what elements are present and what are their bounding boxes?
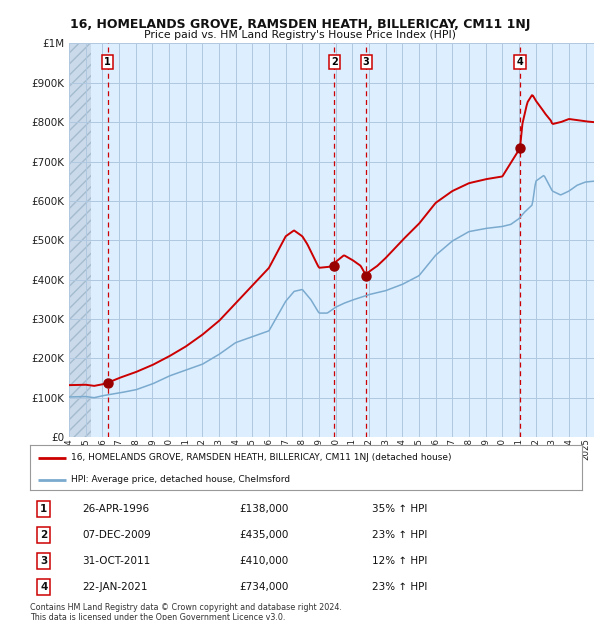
Text: Price paid vs. HM Land Registry's House Price Index (HPI): Price paid vs. HM Land Registry's House … xyxy=(144,30,456,40)
Text: Contains HM Land Registry data © Crown copyright and database right 2024.
This d: Contains HM Land Registry data © Crown c… xyxy=(30,603,342,620)
Text: 16, HOMELANDS GROVE, RAMSDEN HEATH, BILLERICAY, CM11 1NJ (detached house): 16, HOMELANDS GROVE, RAMSDEN HEATH, BILL… xyxy=(71,453,452,462)
Text: £138,000: £138,000 xyxy=(240,504,289,514)
Text: £734,000: £734,000 xyxy=(240,582,289,592)
Text: 16, HOMELANDS GROVE, RAMSDEN HEATH, BILLERICAY, CM11 1NJ: 16, HOMELANDS GROVE, RAMSDEN HEATH, BILL… xyxy=(70,18,530,31)
Text: £410,000: £410,000 xyxy=(240,556,289,566)
Text: £435,000: £435,000 xyxy=(240,530,289,540)
Text: 35% ↑ HPI: 35% ↑ HPI xyxy=(372,504,428,514)
Text: 3: 3 xyxy=(363,57,370,67)
Text: 23% ↑ HPI: 23% ↑ HPI xyxy=(372,582,428,592)
Text: 12% ↑ HPI: 12% ↑ HPI xyxy=(372,556,428,566)
Text: 07-DEC-2009: 07-DEC-2009 xyxy=(82,530,151,540)
Text: 4: 4 xyxy=(517,57,523,67)
Text: 2: 2 xyxy=(331,57,338,67)
Text: 22-JAN-2021: 22-JAN-2021 xyxy=(82,582,148,592)
Text: 2: 2 xyxy=(40,530,47,540)
Text: 31-OCT-2011: 31-OCT-2011 xyxy=(82,556,151,566)
Text: 1: 1 xyxy=(104,57,111,67)
Text: 4: 4 xyxy=(40,582,47,592)
Text: 3: 3 xyxy=(40,556,47,566)
Text: 23% ↑ HPI: 23% ↑ HPI xyxy=(372,530,428,540)
Text: HPI: Average price, detached house, Chelmsford: HPI: Average price, detached house, Chel… xyxy=(71,476,290,484)
Text: 26-APR-1996: 26-APR-1996 xyxy=(82,504,149,514)
Text: 1: 1 xyxy=(40,504,47,514)
